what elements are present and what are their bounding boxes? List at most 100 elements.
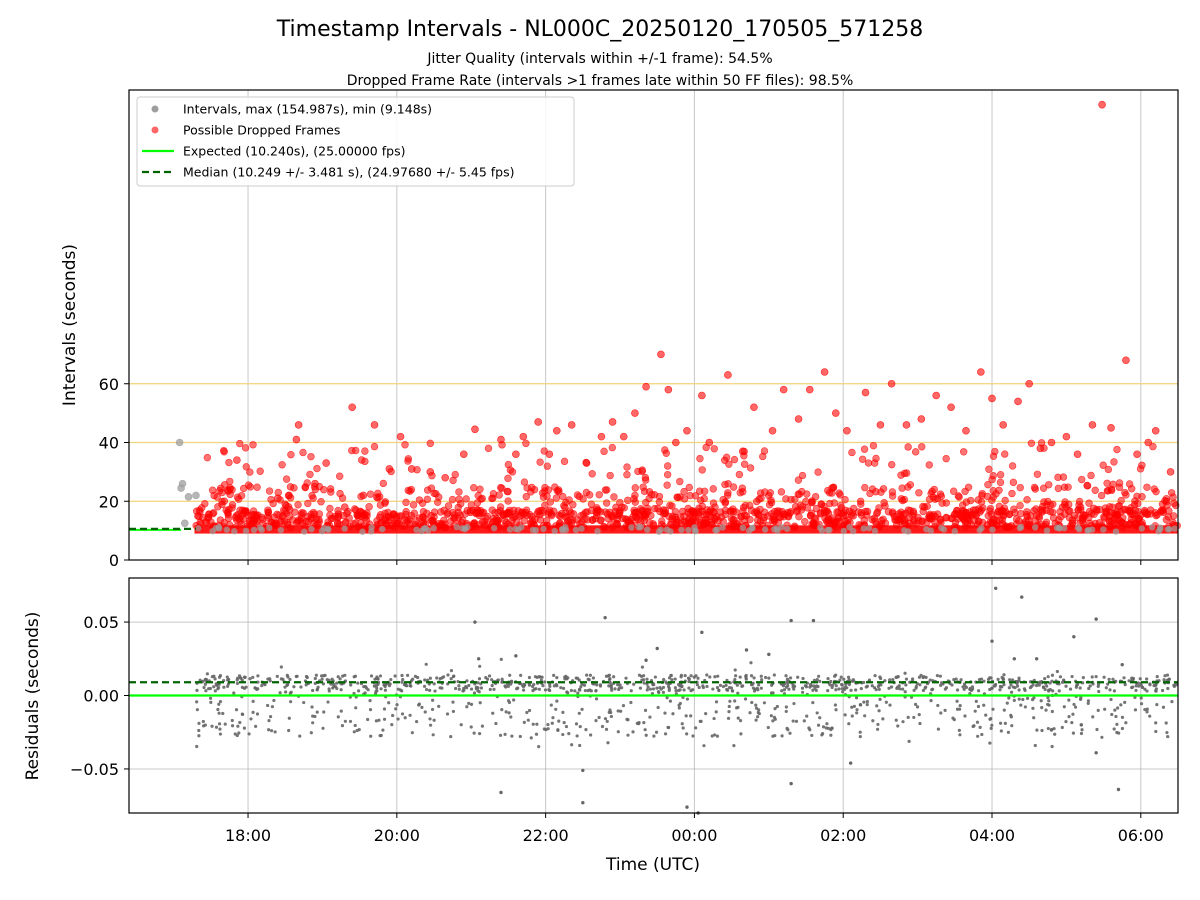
residual-point [428,723,433,727]
residual-point [759,674,763,678]
dropped-frame-point [352,506,360,514]
residual-point [667,676,672,680]
residual-point [285,683,289,688]
dropped-frame-point [426,468,435,476]
residual-point [875,704,879,708]
residual-point [738,719,743,723]
dropped-frame-point [286,483,295,491]
residual-point [442,675,446,679]
dropped-frame-point [700,494,708,503]
residual-point [417,702,421,706]
residual-point [867,678,872,682]
residual-point [1165,673,1170,677]
dropped-frame-point [427,484,436,492]
residual-point [286,675,290,679]
residual-point [714,710,718,714]
residual-point [210,724,214,728]
residual-point [369,674,374,678]
residual-point [982,679,986,683]
residual-point [503,732,507,736]
residual-point [294,674,298,679]
dropped-frame-point [1133,450,1141,459]
residual-point [805,714,809,718]
dropped-frame-point [225,458,233,467]
top-panel-series [175,100,1175,528]
residual-point [847,722,851,726]
dropped-frame-point [794,490,802,498]
residual-point [526,718,530,722]
residual-point [349,683,353,687]
residual-point [974,699,978,703]
dropped-frame-point [959,448,968,456]
dropped-frame-point [1045,481,1053,489]
residual-point [195,744,199,749]
residual-point [954,677,958,681]
residual-point [609,686,614,690]
residual-point [1091,715,1095,719]
dropped-frame-point [351,446,360,455]
dropped-frame-point [222,506,230,514]
interval-point [691,527,699,535]
residual-point [1017,676,1021,680]
residual-point [1045,684,1049,688]
residual-point [490,678,494,682]
residual-point [580,707,584,711]
dropped-frame-point [1091,486,1099,495]
dropped-frame-point [911,448,920,456]
dropped-frame-point [917,415,926,423]
residual-point [256,674,260,678]
residual-point [898,687,902,691]
residual-point [1143,687,1147,691]
dropped-frame-point [242,463,250,471]
residual-point [323,673,327,678]
residual-point [1070,720,1074,725]
residual-point [1145,689,1149,693]
dropped-frame-point [639,483,647,491]
residual-point [537,687,541,691]
residual-outlier-point [1072,635,1076,639]
dropped-frame-point [280,506,288,514]
residual-point [661,690,665,694]
dropped-frame-point [519,432,528,441]
residual-point [833,674,837,678]
residual-point [1009,713,1013,718]
residual-point [992,684,996,688]
interval-point [643,526,651,533]
residual-point [665,696,669,700]
residual-point [811,700,815,705]
dropped-frame-point [797,506,806,514]
residual-point [1068,687,1073,691]
residual-point [583,688,587,693]
dropped-frame-point [685,483,694,492]
residual-point [314,673,318,677]
residual-point [855,708,859,712]
dropped-frame-point [794,415,803,423]
dropped-frame-point [567,421,576,429]
residual-point [607,710,611,714]
interval-point [1061,525,1068,532]
residual-point [976,689,981,693]
interval-point [1088,526,1096,533]
residual-point [1044,708,1048,712]
residual-point [1007,686,1011,690]
dropped-frame-point [311,479,319,488]
residual-point [1112,689,1117,693]
dropped-frame-point [1119,523,1127,531]
legend: Intervals, max (154.987s), min (9.148s) … [136,96,575,187]
dropped-frame-point [492,515,501,523]
dropped-frame-point [971,506,980,514]
residual-point [802,719,806,723]
residual-point [260,684,264,688]
dropped-frame-point [504,497,512,505]
residual-point [621,704,626,708]
residual-point [713,675,717,679]
residual-point [858,730,862,734]
residual-point [815,678,819,682]
residual-point [279,677,283,681]
dropped-frame-point [1167,489,1176,497]
residual-point [1019,703,1023,707]
interval-point [490,524,498,532]
interval-point [277,526,285,534]
bottom-ytick-label: 0.05 [83,613,119,632]
dropped-frame-point [361,447,369,455]
